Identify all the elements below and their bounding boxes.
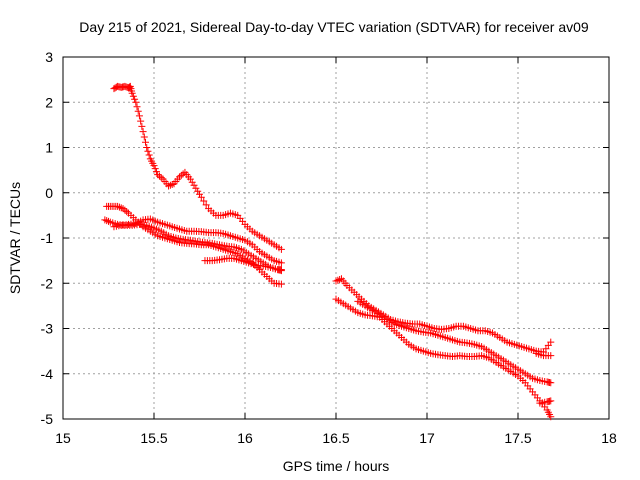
chart-title: Day 215 of 2021, Sidereal Day-to-day VTE… [79, 19, 589, 35]
data-point [194, 187, 202, 195]
data-point [105, 217, 112, 225]
data-point [547, 397, 555, 405]
x-axis-label: GPS time / hours [283, 458, 390, 474]
data-point [131, 95, 139, 103]
y-tick-label: -2 [41, 275, 54, 291]
data-point [196, 190, 203, 198]
y-tick-label: 3 [45, 49, 53, 65]
data-point [114, 202, 122, 210]
data-point [332, 277, 340, 285]
y-tick-label: 2 [45, 94, 53, 110]
data-point [165, 182, 173, 190]
y-tick-label: -5 [41, 411, 54, 427]
grid [63, 57, 609, 419]
data-point [101, 216, 109, 224]
series-track-j [536, 397, 555, 407]
data-point [190, 181, 198, 189]
data-point [115, 203, 123, 211]
data-point [135, 112, 143, 120]
data-point [128, 89, 136, 97]
data-point [140, 133, 148, 141]
data-point [139, 128, 147, 136]
data-point [133, 103, 141, 111]
data-point [277, 259, 285, 267]
data-point [154, 171, 162, 179]
data-point [143, 144, 151, 151]
x-tick-label: 16.5 [322, 430, 349, 446]
y-axis-label: SDTVAR / TECUs [7, 182, 23, 294]
data-point [157, 174, 165, 182]
x-tick-label: 17 [419, 430, 435, 446]
data-point [547, 413, 555, 421]
series-track-h [354, 297, 555, 387]
data-point [197, 193, 205, 201]
data-point [547, 338, 555, 346]
data-point [119, 205, 127, 213]
data-point [132, 98, 140, 106]
data-point [121, 206, 129, 214]
data-point [277, 280, 285, 288]
data-point [192, 184, 200, 192]
x-tick-label: 18 [601, 430, 617, 446]
data-point [177, 171, 185, 179]
data-point [144, 147, 152, 155]
data-point [151, 165, 159, 173]
data-point [138, 122, 146, 130]
series-track-i [532, 349, 555, 360]
data-point [166, 181, 174, 189]
data-point [336, 275, 344, 283]
data-point [202, 201, 210, 209]
data-point [152, 168, 160, 176]
data-point [103, 217, 111, 225]
y-tick-label: 0 [45, 185, 53, 201]
axis-ticks: 15 15.5 16 16.5 17 17.5 18 3 2 1 0 -1 -2 -3 -4 -5 [41, 49, 617, 446]
data-point [547, 352, 555, 360]
x-tick-label: 16 [237, 430, 253, 446]
data-point [117, 204, 125, 212]
data-point [123, 208, 131, 216]
data-point [188, 178, 196, 186]
y-tick-label: -1 [41, 230, 54, 246]
data-point [200, 197, 208, 205]
data-point [334, 276, 342, 284]
data-point [137, 117, 145, 125]
y-tick-label: -3 [41, 321, 54, 337]
series-track-d [110, 215, 285, 267]
data-point [155, 172, 163, 180]
data-point [179, 170, 187, 178]
data-point [129, 92, 137, 100]
series-track-b [103, 202, 285, 288]
x-tick-label: 15.5 [140, 430, 167, 446]
data-point [277, 245, 285, 253]
data-point [186, 175, 194, 183]
data-point [168, 180, 176, 188]
series-track-e [201, 254, 285, 275]
data-point [145, 151, 153, 159]
y-tick-label: -4 [41, 366, 54, 382]
data-point [150, 162, 158, 170]
data-point [277, 267, 285, 275]
data-point [547, 379, 555, 387]
series-track-a [110, 82, 285, 253]
plot-frame [62, 56, 610, 420]
data-point [134, 107, 142, 115]
x-tick-label: 15 [55, 430, 71, 446]
x-tick-label: 17.5 [504, 430, 531, 446]
y-tick-label: 1 [45, 140, 53, 156]
data-points [101, 82, 555, 421]
data-point [175, 173, 183, 181]
series-track-g [332, 295, 555, 421]
data-point [142, 138, 150, 146]
